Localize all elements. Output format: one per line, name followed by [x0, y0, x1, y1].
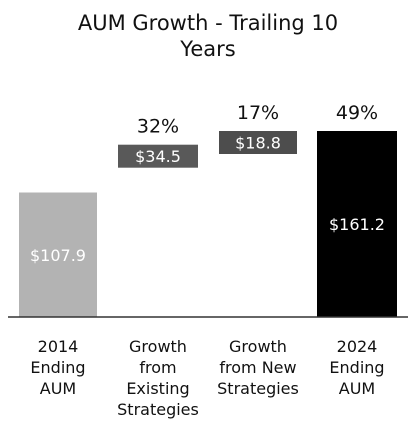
category-label-4-line-1: 2024 — [337, 337, 378, 356]
bar-percent-label-3: 17% — [237, 102, 279, 124]
bar-value-label-1: $107.9 — [30, 246, 86, 265]
bar-value-label-4: $161.2 — [329, 215, 385, 234]
category-label-2-line-4: Strategies — [117, 400, 199, 419]
chart-title-line-2: Years — [179, 37, 235, 61]
category-label-3-line-2: from New — [219, 358, 296, 377]
bar-2 — [118, 144, 198, 168]
bar-3 — [219, 131, 297, 154]
category-label-2-line-2: from — [139, 358, 176, 377]
bar-value-label-2: $34.5 — [135, 147, 181, 166]
bar-4 — [317, 131, 397, 317]
bar-percent-label-4: 49% — [336, 102, 378, 124]
category-label-4-line-2: Ending — [329, 358, 384, 377]
category-label-3-line-3: Strategies — [217, 379, 299, 398]
category-label-4-line-3: AUM — [339, 379, 375, 398]
category-label-2: Growth from Existing Strategies — [117, 337, 199, 419]
bar-1 — [19, 192, 97, 317]
category-label-2-line-3: Existing — [126, 379, 189, 398]
category-label-1-line-2: Ending — [30, 358, 85, 377]
category-label-1-line-1: 2014 — [38, 337, 79, 356]
category-label-2-line-1: Growth — [129, 337, 187, 356]
bar-percent-label-2: 32% — [137, 116, 179, 138]
category-label-1-line-3: AUM — [40, 379, 76, 398]
category-label-4: 2024 Ending AUM — [329, 337, 384, 398]
category-label-3-line-1: Growth — [229, 337, 287, 356]
bar-value-label-3: $18.8 — [235, 134, 281, 153]
category-label-1: 2014 Ending AUM — [30, 337, 85, 398]
category-label-3: Growth from New Strategies — [217, 337, 299, 398]
bars-layer: $107.9 $34.5 32% $18.8 17% $161.2 49% — [19, 102, 397, 317]
chart-title-line-1: AUM Growth - Trailing 10 — [78, 11, 338, 35]
